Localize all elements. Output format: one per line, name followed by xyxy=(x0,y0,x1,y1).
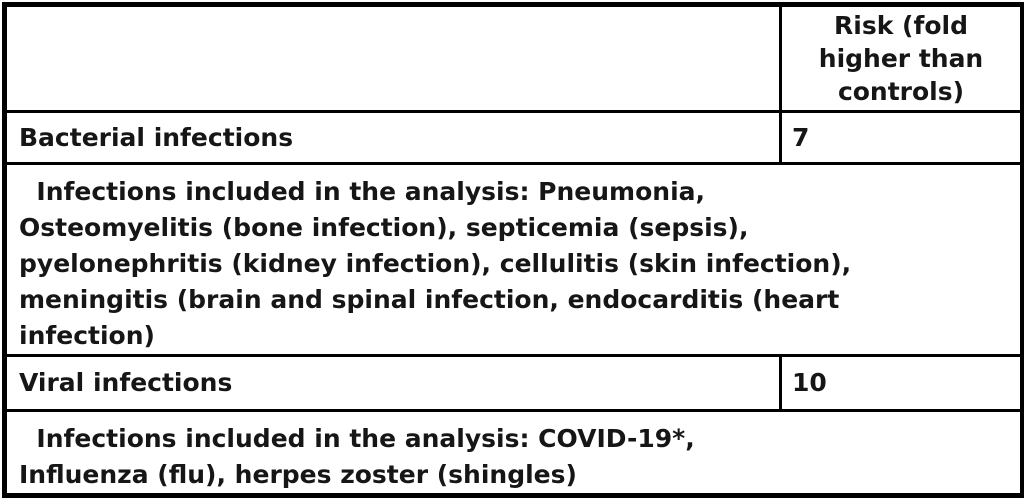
header-empty-cell xyxy=(3,3,782,113)
bacterial-row: Bacterial infections 7 xyxy=(3,110,1024,165)
risk-header-cell: Risk (fold higher than controls) xyxy=(779,3,1024,113)
bacterial-risk-value-cell: 7 xyxy=(779,110,1024,165)
bacterial-infections-label-cell: Bacterial infections xyxy=(3,110,782,165)
viral-risk-value-cell: 10 xyxy=(779,354,1024,412)
viral-details-row: Infections included in the analysis: COV… xyxy=(3,409,1024,497)
table-header-row: Risk (fold higher than controls) xyxy=(3,3,1024,113)
bacterial-details-cell: Infections included in the analysis: Pne… xyxy=(3,162,1024,357)
viral-row: Viral infections 10 xyxy=(3,354,1024,412)
viral-infections-label-cell: Viral infections xyxy=(3,354,782,412)
bacterial-details-row: Infections included in the analysis: Pne… xyxy=(3,162,1024,357)
viral-details-cell: Infections included in the analysis: COV… xyxy=(3,409,1024,497)
